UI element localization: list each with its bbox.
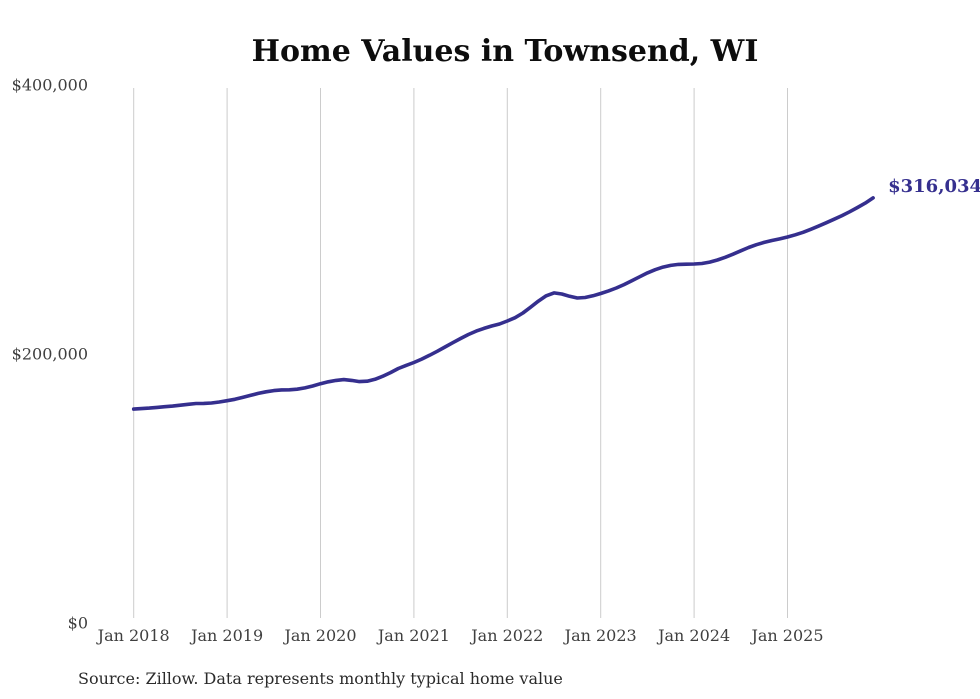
y-tick-label: $0 <box>68 614 88 633</box>
gridlines <box>133 88 788 618</box>
home-value-line <box>131 196 875 411</box>
x-axis-labels: Jan 2018 Jan 2019 Jan 2020 Jan 2021 Jan 2022… <box>96 626 824 645</box>
x-tick-label: Jan 2025 <box>749 626 823 645</box>
source-note: Source: Zillow. Data represents monthly … <box>78 669 563 688</box>
x-tick-label: Jan 2020 <box>282 626 356 645</box>
chart-title: Home Values in Townsend, WI <box>252 34 759 69</box>
latest-value-label: $316,034 <box>888 176 980 197</box>
x-tick-label: Jan 2018 <box>96 626 170 645</box>
y-tick-label: $400,000 <box>12 76 88 95</box>
x-tick-label: Jan 2023 <box>563 626 637 645</box>
x-tick-label: Jan 2021 <box>376 626 450 645</box>
y-axis-labels: $0 $200,000 $400,000 <box>12 76 88 633</box>
y-tick-label: $200,000 <box>12 345 88 364</box>
x-tick-label: Jan 2022 <box>469 626 543 645</box>
x-tick-label: Jan 2024 <box>656 626 730 645</box>
x-tick-label: Jan 2019 <box>189 626 263 645</box>
